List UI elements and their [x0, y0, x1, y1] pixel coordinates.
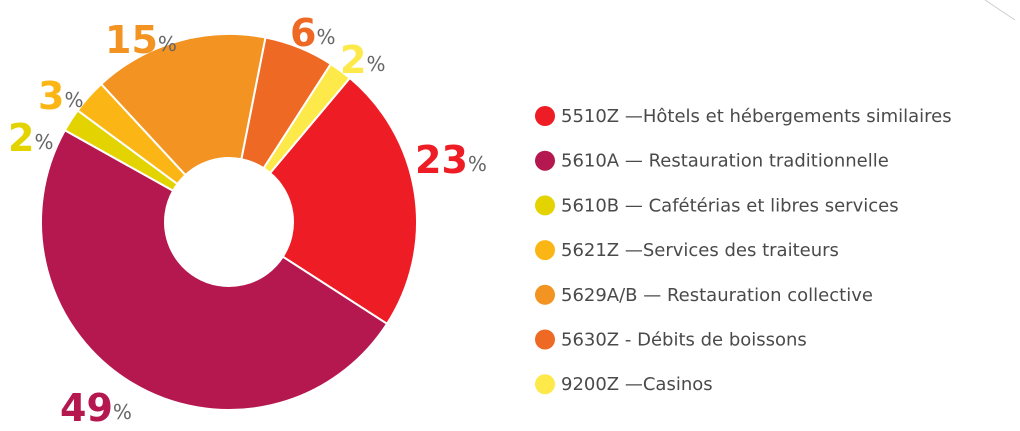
- data-label-unit: %: [316, 25, 335, 49]
- legend-text: 5510Z —Hôtels et hébergements similaires: [561, 106, 952, 127]
- data-label-value: 2: [340, 38, 366, 82]
- data-label: 6%: [290, 11, 335, 55]
- data-label-unit: %: [34, 130, 53, 154]
- legend-swatch: [535, 106, 555, 126]
- legend-text: 9200Z —Casinos: [561, 374, 713, 395]
- legend-swatch: [535, 240, 555, 261]
- donut-segment: [99, 33, 267, 177]
- legend-swatch: [535, 374, 555, 395]
- data-label-value: 49: [60, 386, 113, 430]
- data-label: 3%: [38, 74, 83, 118]
- data-label-unit: %: [158, 32, 177, 56]
- legend-text: 5621Z —Services des traiteurs: [561, 240, 839, 261]
- data-label: 15%: [105, 18, 177, 62]
- data-label: 23%: [415, 138, 487, 182]
- data-label: 2%: [340, 38, 385, 82]
- legend-text: 5629A/B — Restauration collective: [561, 285, 873, 306]
- donut-segment: [262, 62, 352, 175]
- data-label-unit: %: [366, 52, 385, 76]
- data-label-value: 3: [38, 74, 64, 118]
- legend-swatch: [535, 195, 555, 216]
- legend-text: 5610B — Cafétérias et libres services: [561, 195, 899, 216]
- donut-segment: [268, 76, 418, 326]
- data-label: 49%: [60, 386, 132, 430]
- data-label-value: 15: [105, 18, 158, 62]
- decoration: [984, 0, 1016, 21]
- data-label-value: 23: [415, 138, 468, 182]
- data-label-unit: %: [468, 152, 487, 176]
- data-label: 2%: [8, 116, 53, 160]
- legend-text: 5630Z - Débits de boissons: [561, 330, 807, 351]
- donut-segment: [40, 128, 389, 411]
- data-label-value: 2: [8, 116, 34, 160]
- data-label-value: 6: [290, 11, 316, 55]
- data-label-unit: %: [113, 400, 132, 424]
- legend-swatch: [535, 150, 555, 171]
- legend-swatch: [535, 284, 555, 305]
- data-label-unit: %: [64, 88, 83, 112]
- legend-text: 5610A — Restauration traditionnelle: [561, 151, 889, 172]
- legend-swatch: [535, 329, 555, 350]
